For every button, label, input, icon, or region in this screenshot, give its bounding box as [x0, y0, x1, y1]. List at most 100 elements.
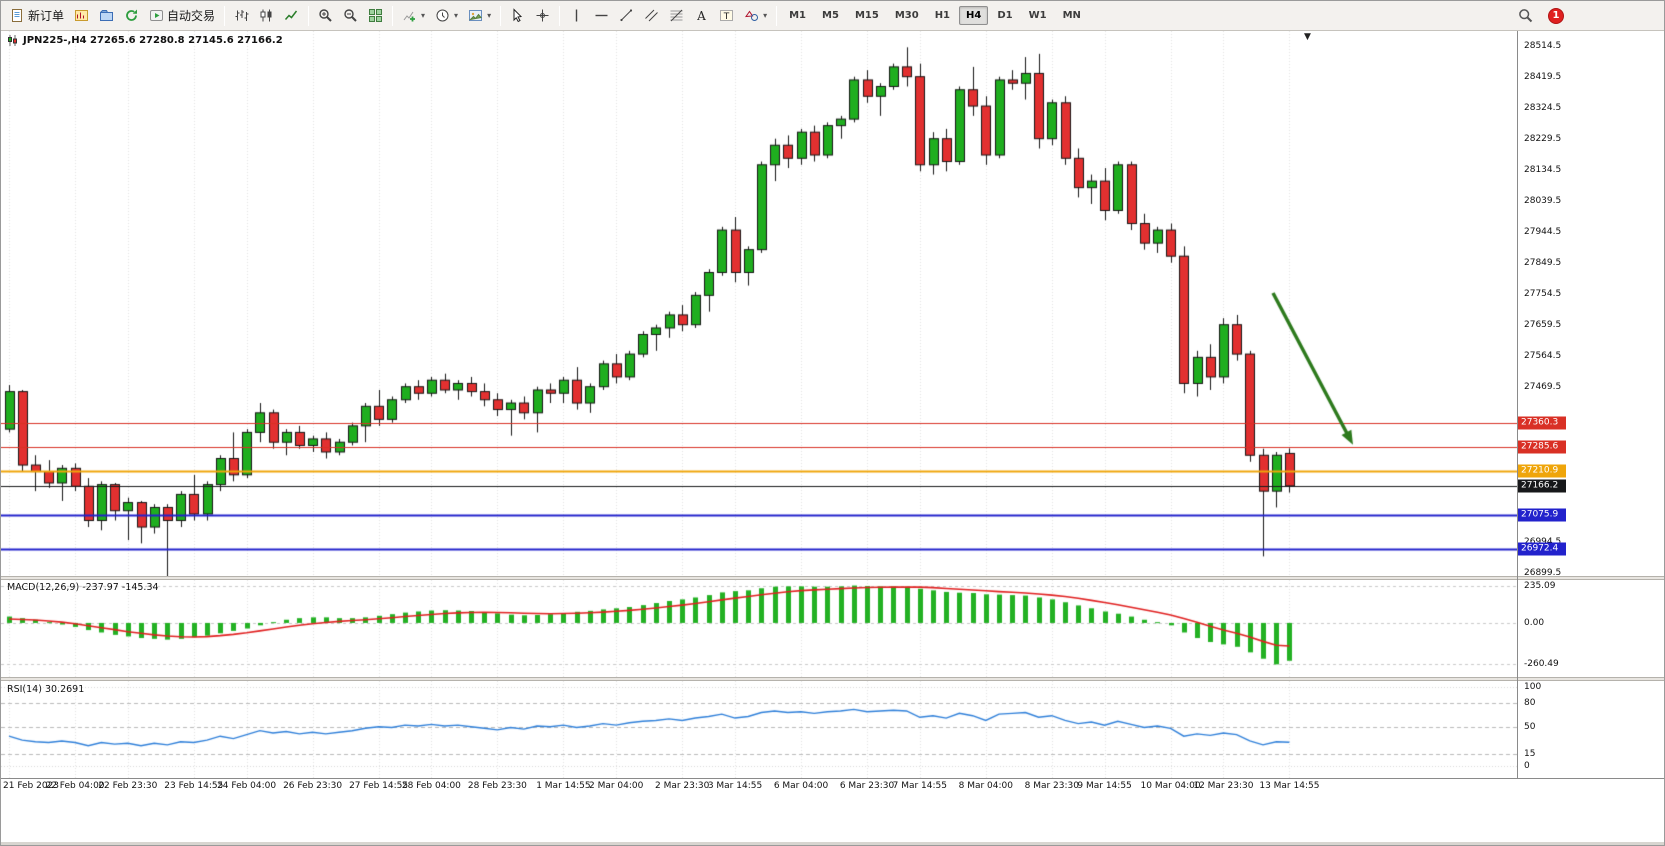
date-label: 2 Mar 04:00 — [589, 781, 644, 791]
chart-shift-marker-icon[interactable]: ▼ — [1304, 32, 1311, 42]
caret-down-icon: ▾ — [421, 11, 426, 20]
rsi-panel-canvas[interactable] — [1, 681, 1517, 778]
trendline-button[interactable] — [614, 4, 639, 28]
notification-badge[interactable]: 1 — [1548, 7, 1564, 24]
price-line-label[interactable]: 27360.3 — [1518, 416, 1566, 430]
linechart-icon — [284, 8, 299, 23]
date-label: 12 Mar 23:30 — [1193, 781, 1254, 791]
text-button[interactable]: A — [689, 4, 714, 28]
zoom-out-button[interactable] — [338, 4, 363, 28]
date-label: 10 Mar 04:00 — [1140, 781, 1201, 791]
toolbar-separator — [776, 5, 778, 26]
algo-trading-button[interactable]: 自动交易 — [144, 4, 220, 28]
profiles-button[interactable] — [94, 4, 119, 28]
new-chart-button[interactable] — [69, 4, 94, 28]
timeframe-w1-button[interactable]: W1 — [1028, 10, 1047, 21]
timeframe-m1-button[interactable]: M1 — [789, 10, 807, 21]
horizontal-line-button[interactable] — [589, 4, 614, 28]
crosshair-icon — [535, 8, 550, 23]
price-line-label[interactable]: 27285.6 — [1518, 440, 1566, 454]
macd-name: MACD(12,26,9) — [7, 582, 80, 593]
timeframe-h4-button[interactable]: H4 — [959, 6, 989, 25]
time-scale[interactable]: 21 Feb 2023 22 Feb 04:00 22 Feb 23:30 23 Fe… — [1, 779, 1517, 796]
candlestick-chart-button[interactable] — [254, 4, 279, 28]
profiles-icon — [99, 8, 114, 23]
date-label: 26 Feb 23:30 — [283, 781, 343, 791]
time-scale-separator — [1, 778, 1664, 779]
new-order-button[interactable]: 新订单 — [5, 4, 69, 28]
scale-label: 27564.5 — [1524, 350, 1562, 361]
scale-label: 235.09 — [1524, 580, 1556, 591]
price-line-label[interactable]: 27075.9 — [1518, 508, 1566, 522]
date-label: 3 Mar 14:55 — [707, 781, 763, 791]
tile-windows-button[interactable] — [363, 4, 388, 28]
date-label: 23 Feb 14:55 — [164, 781, 224, 791]
scale-label: 27754.5 — [1524, 288, 1562, 299]
indicators-button[interactable]: ▾ — [397, 4, 430, 28]
candlestick-icon — [7, 35, 18, 46]
channel-icon — [644, 8, 659, 23]
scale-label: 28324.5 — [1524, 102, 1562, 113]
date-label: 24 Feb 04:00 — [217, 781, 277, 791]
timeframe-bar: M1 M5 M15 M30 H1 H4 D1 W1 MN — [781, 6, 1089, 25]
zoom-in-button[interactable] — [313, 4, 338, 28]
panel-divider-rsi[interactable] — [1, 677, 1664, 681]
window-bottom-edge — [1, 842, 1664, 845]
scale-label: 27944.5 — [1524, 226, 1562, 237]
date-label: 6 Mar 23:30 — [839, 781, 895, 791]
bars-chart-button[interactable] — [229, 4, 254, 28]
textT-icon: T — [719, 8, 734, 23]
channel-button[interactable] — [639, 4, 664, 28]
toolbar-buttons: 新订单 自动交易 ▾ ▾ ▾ A T ▾ — [5, 4, 781, 28]
panel-divider-macd[interactable] — [1, 576, 1664, 580]
timeframe-h1-button[interactable]: H1 — [934, 10, 951, 21]
scale-label: 28514.5 — [1524, 40, 1562, 51]
price-line-label[interactable]: 26972.4 — [1518, 542, 1566, 556]
date-label: 13 Mar 14:55 — [1259, 781, 1320, 791]
periods-button[interactable]: ▾ — [430, 4, 463, 28]
scale-label: 15 — [1524, 749, 1536, 760]
refresh-button[interactable] — [119, 4, 144, 28]
timeframe-mn-button[interactable]: MN — [1062, 10, 1081, 21]
date-label: 1 Mar 14:55 — [536, 781, 591, 791]
date-label: 28 Feb 04:00 — [401, 781, 461, 791]
bid-price-label[interactable]: 27166.2 — [1518, 479, 1566, 493]
line-chart-button[interactable] — [279, 4, 304, 28]
toolbar-separator — [559, 5, 561, 26]
vertical-line-button[interactable] — [564, 4, 589, 28]
scale-label: 0.00 — [1524, 617, 1545, 628]
chart-title: JPN225-,H4 27265.6 27280.8 27145.6 27166… — [7, 35, 283, 46]
date-label: 22 Feb 04:00 — [45, 781, 105, 791]
algo-icon — [149, 8, 164, 23]
price-chart-canvas[interactable] — [1, 31, 1517, 576]
caret-down-icon: ▾ — [487, 11, 492, 20]
timeframe-m5-button[interactable]: M5 — [822, 10, 839, 21]
templates-button[interactable]: ▾ — [463, 4, 496, 28]
refresh-icon — [124, 8, 139, 23]
toolbar-separator — [500, 5, 502, 26]
timeframe-m15-button[interactable]: M15 — [854, 10, 879, 21]
date-label: 7 Mar 14:55 — [892, 781, 947, 791]
shapes-button[interactable]: ▾ — [739, 4, 772, 28]
rsi-name: RSI(14) — [7, 684, 42, 695]
scale-label: 100 — [1524, 682, 1542, 693]
timeframe-m30-button[interactable]: M30 — [894, 10, 919, 21]
cursor-button[interactable] — [505, 4, 530, 28]
new-order-button-label: 新订单 — [28, 9, 65, 23]
vline-icon — [569, 8, 584, 23]
toolbar-separator — [308, 5, 310, 26]
trendline-icon — [619, 8, 634, 23]
price-scale-separator — [1517, 31, 1518, 779]
crosshair-button[interactable] — [530, 4, 555, 28]
search-button[interactable] — [1513, 4, 1538, 28]
timeframe-d1-button[interactable]: D1 — [997, 10, 1013, 21]
label-button[interactable]: T — [714, 4, 739, 28]
svg-text:T: T — [723, 12, 730, 22]
textA-icon: A — [694, 8, 709, 23]
scale-label: 28229.5 — [1524, 133, 1562, 144]
macd-panel-canvas[interactable] — [1, 580, 1517, 677]
price-line-label[interactable]: 27210.9 — [1518, 464, 1566, 478]
fibonacci-button[interactable] — [664, 4, 689, 28]
price-scale[interactable]: 28514.5 28419.5 28324.5 28229.5 28134.5 28039… — [1517, 31, 1664, 796]
